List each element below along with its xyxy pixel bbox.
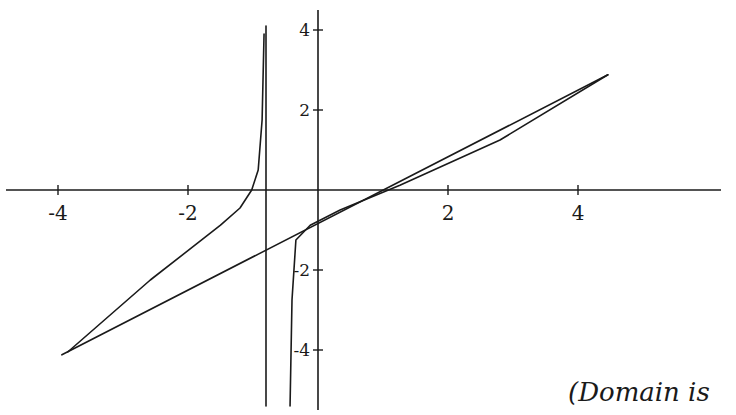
y-tick-label: 2 — [299, 100, 310, 120]
series-line — [290, 75, 608, 406]
x-tick-label: -4 — [48, 201, 67, 225]
y-tick — [313, 349, 323, 350]
x-tick — [577, 185, 578, 195]
x-axis — [6, 189, 721, 191]
x-tick-label: -2 — [178, 201, 197, 225]
x-tick — [447, 185, 448, 195]
series-line — [68, 34, 264, 352]
chart: -4 -2 2 4 4 2 -2 -4 (Domain is — [0, 0, 736, 415]
series-line — [62, 75, 608, 355]
plot-area — [62, 26, 608, 406]
y-tick — [313, 269, 323, 270]
series-line — [265, 26, 267, 406]
x-tick — [57, 185, 58, 195]
x-tick-label: 4 — [572, 201, 585, 225]
y-tick-label: 4 — [299, 20, 310, 40]
y-tick-label: -2 — [293, 260, 310, 280]
y-tick — [313, 29, 323, 30]
x-tick — [187, 185, 188, 195]
x-tick-label: 2 — [442, 201, 455, 225]
y-tick — [313, 109, 323, 110]
y-tick-label: -4 — [293, 340, 310, 360]
annotation: (Domain is — [568, 377, 710, 407]
